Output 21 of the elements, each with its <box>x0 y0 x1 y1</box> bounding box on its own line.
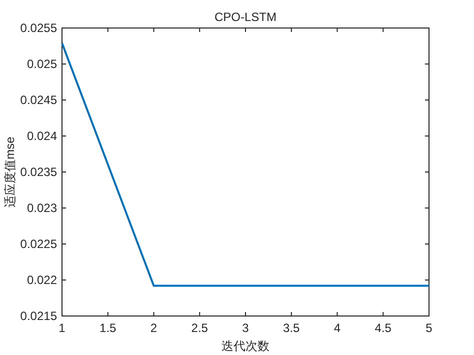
x-axis-title: 迭代次数 <box>222 339 270 353</box>
y-tick-label: 0.0235 <box>20 165 58 179</box>
x-tick-label: 1 <box>58 321 66 335</box>
y-tick-label: 0.0255 <box>20 21 58 35</box>
y-tick-label: 0.022 <box>26 273 58 287</box>
x-tick-label: 2.5 <box>191 321 208 335</box>
x-tick-label: 1.5 <box>100 321 117 335</box>
x-tick-label: 4.5 <box>374 321 392 335</box>
x-tick-label: 5 <box>426 321 433 335</box>
x-tick-label: 3.5 <box>283 321 300 335</box>
y-tick-label: 0.025 <box>26 57 58 71</box>
y-axis-title: 适应度值mse <box>3 136 17 208</box>
chart-title: CPO-LSTM <box>214 10 277 24</box>
y-tick-label: 0.0225 <box>20 237 58 251</box>
y-tick-label: 0.023 <box>26 201 58 215</box>
y-tick-label: 0.0215 <box>20 309 58 323</box>
y-tick-label: 0.0245 <box>20 93 58 107</box>
x-tick-label: 3 <box>242 321 250 335</box>
x-tick-label: 4 <box>334 321 341 335</box>
y-tick-label: 0.024 <box>26 129 58 143</box>
x-tick-label: 2 <box>150 321 158 335</box>
